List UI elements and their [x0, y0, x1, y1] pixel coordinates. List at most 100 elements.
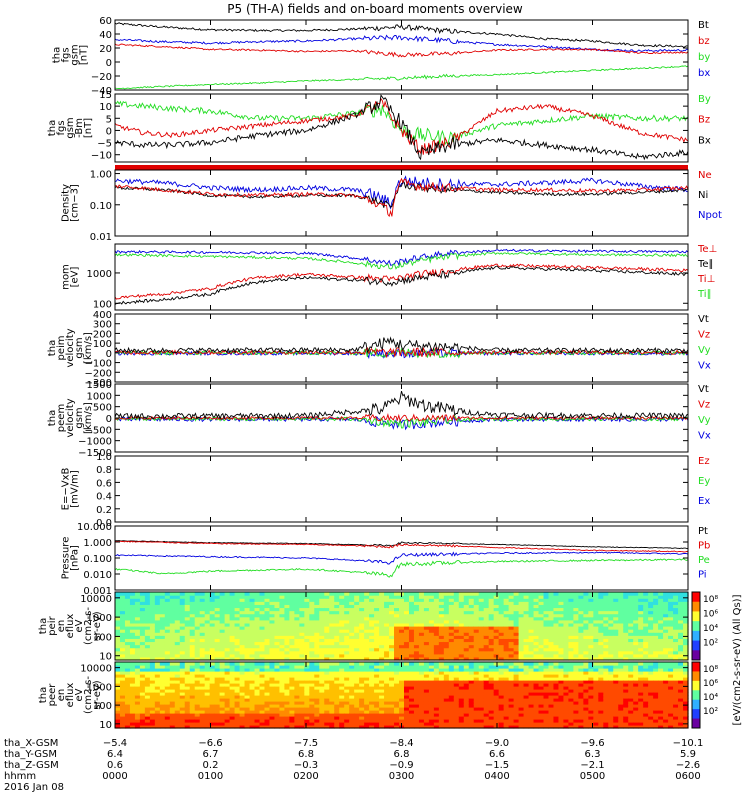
series-line-4 — [114, 390, 689, 421]
y-tick-label: 10 — [99, 720, 112, 731]
y-tick-label: −1500 — [78, 448, 112, 459]
x-tick-label: −6.6 — [198, 738, 222, 749]
x-tick-label: 6.7 — [203, 749, 219, 760]
series-line-2 — [114, 347, 689, 359]
series-line-1 — [115, 540, 689, 549]
orbit-row-label: tha_X-GSM — [4, 738, 58, 749]
y-tick-label: 0.6 — [96, 478, 112, 489]
legend-entry: Vy — [698, 345, 711, 356]
y-tick-label: 0 — [106, 126, 112, 137]
y-tick-label: 0.100 — [83, 554, 112, 565]
y-tick-label: 0 — [106, 414, 112, 425]
panel-4: 1000 100 mom[eV] Te⊥ Te∥ Ti⊥ Ti∥ — [61, 243, 717, 311]
y-axis-label: mom[eV] — [61, 264, 81, 290]
y-tick-label: 300 — [93, 320, 112, 331]
legend-entry: Npot — [698, 210, 722, 221]
y-tick-label: −500 — [85, 425, 112, 436]
colorbar-tick: 10⁴ — [703, 624, 718, 634]
colorbar-tick: 10² — [703, 707, 718, 717]
orbit-row-label: hhmm — [4, 771, 36, 782]
orbit-row-label: tha_Z-GSM — [4, 760, 59, 771]
series-line-2 — [114, 34, 689, 53]
x-tick-label: 0.2 — [203, 760, 219, 771]
y-tick-label: −10 — [91, 151, 112, 162]
legend-entry: Pt — [698, 526, 708, 537]
x-tick-label: −8.4 — [389, 738, 413, 749]
y-tick-label: 100 — [93, 299, 112, 310]
series-line-4 — [114, 336, 689, 355]
y-tick-label: 1.00 — [90, 170, 112, 181]
orbit-row-label: tha_Y-GSM — [4, 749, 57, 760]
y-axis-label: Pressure[nPa] — [61, 537, 81, 580]
colorbar-label: [eV/(cm2-s-sr-eV) (All Qs)] — [732, 594, 743, 725]
x-tick-label: −9.6 — [580, 738, 604, 749]
series-line-2 — [114, 97, 689, 155]
y-tick-label: 400 — [93, 310, 112, 321]
panel-frame — [114, 525, 689, 591]
x-tick-label: −0.3 — [294, 760, 318, 771]
x-tick-label: 0500 — [580, 771, 605, 782]
quality-flag-bar — [115, 165, 688, 170]
legend-entry: Ne — [698, 170, 712, 181]
x-tick-label: 0000 — [102, 771, 127, 782]
y-tick-label: 10 — [99, 652, 112, 663]
y-tick-label: 0.01 — [90, 232, 112, 243]
series-line-1 — [114, 175, 689, 210]
series-line-1 — [114, 248, 689, 267]
colorbar-tick: 10⁶ — [703, 610, 718, 620]
colorbar-tick: 10⁴ — [703, 693, 718, 703]
y-tick-label: 0 — [106, 349, 112, 360]
y-axis-label: thapeerenefluxeV(cm2-s-sr-eV) — [38, 676, 103, 714]
spectrogram-image — [115, 592, 689, 661]
legend-entry: by — [698, 52, 710, 63]
x-tick-label: 0400 — [484, 771, 509, 782]
y-tick-label: −300 — [85, 378, 112, 389]
series-line-2 — [114, 180, 689, 208]
series-line-3 — [114, 43, 689, 58]
legend-entry: Te⊥ — [697, 244, 717, 255]
y-tick-label: 1500 — [87, 380, 112, 391]
series-line-2 — [114, 540, 689, 553]
series-line-3 — [114, 346, 689, 359]
legend-entry: Ni — [698, 190, 708, 201]
y-tick-label: −40 — [91, 86, 112, 97]
y-tick-label: 0.4 — [96, 492, 112, 503]
y-tick-label: 60 — [99, 16, 112, 27]
y-tick-label: 0.10 — [90, 201, 112, 212]
x-tick-label: 0600 — [675, 771, 700, 782]
legend-entry: Vx — [698, 431, 711, 442]
legend-entry: Ex — [698, 496, 710, 507]
y-tick-label: −5 — [97, 139, 112, 150]
panel-frame — [114, 455, 689, 523]
legend-entry: Pe — [698, 555, 710, 566]
legend-entry: Vz — [698, 400, 710, 411]
x-tick-label: 0300 — [389, 771, 414, 782]
y-tick-label: 1000 — [87, 682, 112, 693]
series-line-1 — [114, 100, 689, 146]
series-line-1 — [114, 22, 689, 49]
colorbar-tick: 10⁸ — [703, 665, 718, 675]
legend-entry: Vx — [698, 361, 711, 372]
legend-entry: Bt — [698, 20, 709, 31]
legend-entry: Vy — [698, 415, 711, 426]
x-tick-label: −2.1 — [580, 760, 604, 771]
y-tick-label: −20 — [91, 72, 112, 83]
y-axis-label: E=−VxB[mV/m] — [61, 468, 81, 511]
y-tick-label: 0.0 — [96, 518, 112, 529]
y-tick-label: 1000 — [87, 269, 112, 280]
legend-entry: Pb — [698, 541, 710, 552]
y-tick-label: 100 — [93, 632, 112, 643]
x-tick-label: −1.5 — [485, 760, 509, 771]
y-tick-label: 10000 — [80, 594, 112, 605]
y-tick-label: 10000 — [80, 664, 112, 675]
legend-entry: Ti⊥ — [697, 274, 715, 285]
x-tick-label: 6.3 — [585, 749, 601, 760]
colorbar: 10⁸ 10⁶ 10⁴ 10² — [691, 661, 718, 729]
panel-7: 1.0 0.8 0.6 0.4 0.2 0.0 E=−VxB[mV/m] Ez Ey Ex — [61, 452, 711, 529]
legend-entry: Vt — [698, 314, 709, 325]
y-tick-label: 0.001 — [83, 586, 112, 597]
y-tick-label: 20 — [99, 44, 112, 55]
